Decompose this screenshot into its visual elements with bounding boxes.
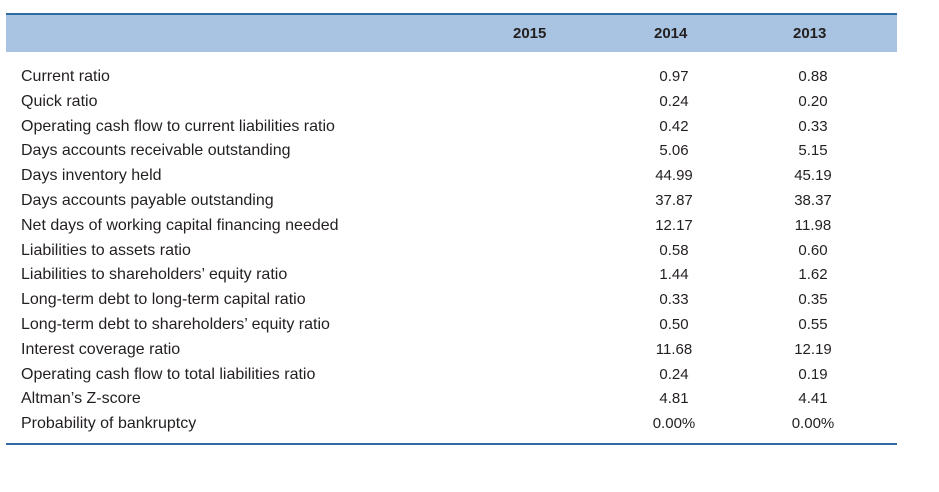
- table-row: Long-term debt to shareholders’ equity r…: [6, 313, 897, 338]
- value-2013: 45.19: [794, 167, 832, 185]
- row-label: Days inventory held: [21, 167, 162, 185]
- value-2013: 0.88: [798, 68, 828, 85]
- row-label: Days accounts payable outstanding: [21, 191, 274, 209]
- row-label: Operating cash flow to total liabilities…: [21, 365, 316, 383]
- table-row: Operating cash flow to total liabilities…: [6, 363, 897, 388]
- table-header: 2015 2014 2013: [6, 15, 897, 52]
- table-row: Liabilities to shareholders’ equity rati…: [6, 263, 897, 288]
- table-row: Altman’s Z-score 4.81 4.41: [6, 387, 897, 412]
- header-year-2015: 2015: [513, 25, 547, 42]
- value-2014: 0.24: [659, 92, 689, 110]
- table-row: Net days of working capital financing ne…: [6, 214, 897, 239]
- row-label: Long-term debt to long-term capital rati…: [21, 291, 306, 309]
- value-2013: 11.98: [794, 216, 832, 234]
- value-2014: 4.81: [659, 390, 689, 408]
- value-2013: 12.19: [794, 340, 832, 358]
- table-row: Interest coverage ratio 11.68 12.19: [6, 338, 897, 363]
- table-body: Current ratio 0.97 0.88 Quick ratio 0.24 0.20…: [6, 52, 897, 443]
- value-2013: 0.55: [798, 315, 828, 333]
- value-2014: 12.17: [655, 216, 693, 234]
- value-2014: 37.87: [655, 191, 693, 209]
- value-2014: 44.99: [655, 167, 693, 185]
- header-year-2014: 2014: [654, 25, 688, 42]
- header-year-2013: 2013: [793, 25, 827, 42]
- value-2014: 0.24: [659, 365, 689, 383]
- value-2013: 38.37: [794, 191, 832, 209]
- value-2013: 0.20: [798, 92, 828, 110]
- ratio-table: 2015 2014 2013 Current ratio 0.97 0.88 Quic…: [6, 13, 897, 445]
- table-bottom-rule: [6, 442, 897, 445]
- value-2014: 0.97: [659, 68, 689, 85]
- row-label: Operating cash flow to current liabiliti…: [21, 117, 335, 135]
- value-2014: 0.50: [659, 315, 689, 333]
- value-2013: 0.35: [798, 291, 828, 309]
- value-2014: 0.58: [659, 241, 689, 259]
- row-label: Interest coverage ratio: [21, 340, 181, 358]
- row-label: Net days of working capital financing ne…: [21, 216, 339, 234]
- table-row: Probability of bankruptcy 0.00% 0.00%: [6, 412, 897, 437]
- table-row: Days accounts payable outstanding 37.87 38…: [6, 189, 897, 214]
- value-2013: 5.15: [798, 142, 828, 160]
- row-label: Long-term debt to shareholders’ equity r…: [21, 315, 330, 333]
- value-2013: 0.19: [798, 365, 828, 383]
- value-2013: 1.62: [798, 266, 828, 284]
- row-label: Probability of bankruptcy: [21, 415, 197, 433]
- row-label: Liabilities to shareholders’ equity rati…: [21, 266, 288, 284]
- value-2013: 0.00%: [791, 415, 835, 433]
- value-2014: 5.06: [659, 142, 689, 160]
- value-2014: 0.42: [659, 117, 689, 135]
- value-2014: 11.68: [655, 340, 693, 358]
- table-row: Liabilities to assets ratio 0.58 0.60: [6, 239, 897, 264]
- row-label: Days accounts receivable outstanding: [21, 142, 291, 160]
- table-row: Current ratio 0.97 0.88: [6, 65, 897, 90]
- row-label: Quick ratio: [21, 92, 98, 110]
- row-label: Liabilities to assets ratio: [21, 241, 191, 259]
- value-2013: 0.60: [798, 241, 828, 259]
- table-row: Long-term debt to long-term capital rati…: [6, 288, 897, 313]
- value-2013: 4.41: [798, 390, 828, 408]
- value-2014: 0.00%: [652, 415, 696, 433]
- table-row: Quick ratio 0.24 0.20: [6, 90, 897, 115]
- table-top-rule: [6, 13, 897, 15]
- value-2014: 1.44: [659, 266, 689, 284]
- row-label: Current ratio: [21, 68, 110, 85]
- table-row: Days inventory held 44.99 45.19: [6, 164, 897, 189]
- table-row: Operating cash flow to current liabiliti…: [6, 115, 897, 140]
- row-label: Altman’s Z-score: [21, 390, 141, 408]
- value-2014: 0.33: [659, 291, 689, 309]
- table-row: Days accounts receivable outstanding 5.06…: [6, 139, 897, 164]
- value-2013: 0.33: [798, 117, 828, 135]
